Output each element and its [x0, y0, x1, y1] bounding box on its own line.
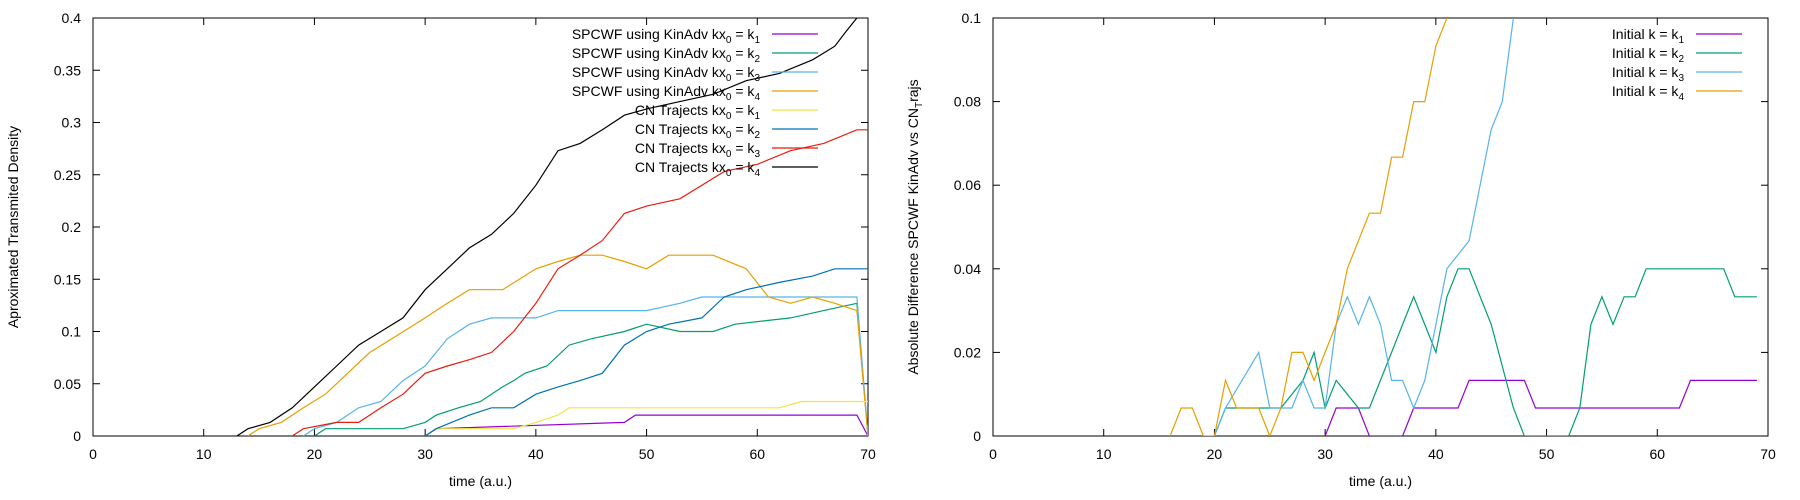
- legend-entry: SPCWF using KinAdv kx0 = k3: [572, 64, 761, 84]
- series-line-2: [314, 302, 868, 436]
- y-tick-label: 0.08: [954, 94, 981, 110]
- y-tick-label: 0.02: [954, 344, 981, 360]
- y-tick-label: 0: [73, 428, 81, 444]
- legend-entry: SPCWF using KinAdv kx0 = k1: [572, 26, 761, 46]
- plot-frame: [92, 17, 869, 437]
- legend-entry: CN Trajects kx0 = k4: [635, 159, 761, 179]
- series-line-6: [424, 268, 868, 436]
- y-tick-label: 0.2: [62, 219, 82, 235]
- series-line-3: [1213, 18, 1514, 436]
- legend-entry: Initial k = k3: [1612, 64, 1685, 84]
- x-tick-label: 20: [1207, 446, 1223, 462]
- legend-entry: SPCWF using KinAdv kx0 = k2: [572, 45, 761, 65]
- x-tick-label: 70: [860, 446, 876, 462]
- series-line-2: [1213, 268, 1757, 436]
- y-tick-label: 0: [973, 428, 981, 444]
- x-tick-label: 60: [749, 446, 765, 462]
- series-line-8: [236, 18, 858, 436]
- series-line-7: [291, 129, 868, 436]
- legend-entry: Initial k = k1: [1612, 26, 1685, 46]
- x-tick-label: 60: [1649, 446, 1665, 462]
- y-tick-label: 0.35: [54, 62, 81, 78]
- y-tick-label: 0.15: [54, 271, 81, 287]
- series-line-1: [1324, 379, 1757, 436]
- x-tick-label: 30: [417, 446, 433, 462]
- x-tick-label: 50: [1539, 446, 1555, 462]
- series-line-3: [303, 296, 868, 436]
- series-line-5: [424, 400, 868, 436]
- x-tick-label: 50: [639, 446, 655, 462]
- y-tick-label: 0.05: [54, 376, 81, 392]
- x-tick-label: 0: [89, 446, 97, 462]
- x-tick-label: 40: [528, 446, 544, 462]
- right-chart: 0 10 20 30 40 50 60 70 0 0.02 0.04 0.06 0.08 0.1 time …: [905, 10, 1776, 489]
- series-line-4: [1169, 18, 1448, 436]
- legend-entry: Initial k = k2: [1612, 45, 1685, 65]
- left-chart: 0 10 20 30 40 50 60 70 0 0.05 0.1 0.15 0.2 0.25 0.3 0.3…: [5, 10, 876, 489]
- y-axis-title: Aproximated Transmited Density: [5, 126, 21, 328]
- x-tick-label: 20: [307, 446, 323, 462]
- x-tick-label: 0: [989, 446, 997, 462]
- x-axis-title: time (a.u.): [1349, 473, 1412, 489]
- legend-entry: CN Trajects kx0 = k3: [635, 140, 761, 160]
- y-tick-label: 0.25: [54, 167, 81, 183]
- y-tick-label: 0.04: [954, 261, 981, 277]
- y-axis-title: Absolute Difference SPCWF KinAdv vs CNTr…: [905, 79, 925, 374]
- y-tick-label: 0.4: [62, 10, 82, 26]
- x-tick-label: 30: [1317, 446, 1333, 462]
- legend-entry: CN Trajects kx0 = k2: [635, 121, 761, 141]
- x-axis-title: time (a.u.): [449, 473, 512, 489]
- series-line-4: [247, 254, 868, 436]
- x-tick-label: 40: [1428, 446, 1444, 462]
- legend-entry: CN Trajects kx0 = k1: [635, 102, 761, 122]
- legend-entry: SPCWF using KinAdv kx0 = k4: [572, 83, 761, 103]
- y-tick-label: 0.3: [62, 115, 82, 131]
- y-tick-label: 0.06: [954, 177, 981, 193]
- x-tick-label: 10: [1096, 446, 1112, 462]
- y-tick-label: 0.1: [62, 324, 82, 340]
- y-tick-label: 0.1: [962, 10, 982, 26]
- x-tick-label: 10: [196, 446, 212, 462]
- legend-entry: Initial k = k4: [1612, 83, 1685, 103]
- x-tick-label: 70: [1760, 446, 1776, 462]
- plot-frame: [992, 17, 1769, 437]
